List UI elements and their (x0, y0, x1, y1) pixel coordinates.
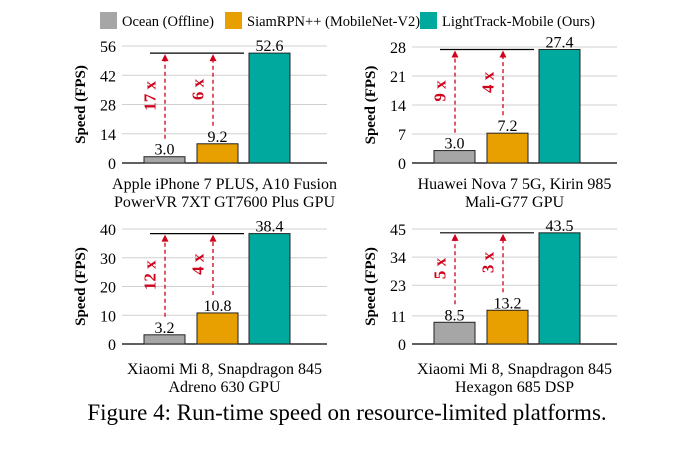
y-tick-label: 0 (108, 156, 116, 173)
device-label: Hexagon 685 DSP (455, 379, 574, 396)
speedup-label: 12 x (141, 260, 160, 290)
speedup-label: 3 x (479, 251, 498, 273)
arrowhead-icon (209, 54, 217, 62)
legend-swatch (225, 12, 242, 29)
y-tick-label: 0 (398, 156, 406, 173)
arrowhead-icon (161, 234, 169, 242)
bar-value-label: 43.5 (546, 218, 574, 235)
bar (143, 156, 186, 164)
bar (196, 312, 239, 345)
legend-swatch (420, 12, 437, 29)
bar (538, 48, 581, 164)
y-axis-label: Speed (FPS) (363, 247, 379, 326)
legend-label: SiamRPN++ (MobileNet-V2) (247, 14, 420, 30)
y-tick-label: 40 (100, 222, 116, 239)
y-tick-label: 14 (100, 127, 116, 144)
bar (248, 52, 291, 164)
legend-swatch (100, 12, 117, 29)
device-label: Mali-G77 GPU (465, 194, 565, 211)
y-tick-label: 42 (100, 68, 116, 85)
bar-value-label: 10.8 (204, 298, 232, 315)
bar-value-label: 9.2 (208, 129, 228, 146)
arrowhead-icon (209, 234, 217, 242)
device-label: Xiaomi Mi 8, Snapdragon 845 (127, 361, 322, 378)
y-tick-label: 28 (100, 98, 116, 115)
chart-panel: 0 11 23 34 45 Speed (FPS) 8.5 13.2 43.5 5 x 3 x Xia… (363, 218, 617, 396)
chart-panel: 0 14 28 42 56 Speed (FPS) 3.0 9.2 52.6 17 x 6 x App… (73, 38, 337, 211)
arrowhead-icon (161, 54, 169, 62)
y-tick-label: 14 (390, 98, 406, 115)
y-axis-label: Speed (FPS) (73, 65, 89, 144)
arrowhead-icon (451, 50, 459, 58)
bar (486, 132, 529, 164)
device-label: PowerVR 7XT GT7600 Plus GPU (114, 194, 336, 211)
y-axis-label: Speed (FPS) (363, 66, 379, 145)
speedup-label: 4 x (479, 71, 498, 93)
y-tick-label: 28 (390, 40, 406, 57)
y-tick-label: 10 (100, 308, 116, 325)
arrowhead-icon (451, 233, 459, 241)
device-label: Apple iPhone 7 PLUS, A10 Fusion (112, 176, 337, 193)
bar-value-label: 27.4 (546, 34, 574, 51)
bar (143, 334, 186, 345)
bar (433, 150, 476, 164)
y-tick-label: 23 (390, 278, 406, 295)
bar (433, 321, 476, 345)
device-label: Xiaomi Mi 8, Snapdragon 845 (417, 361, 612, 378)
speedup-label: 9 x (431, 80, 450, 102)
bar-value-label: 52.6 (256, 38, 284, 55)
bar-value-label: 3.0 (445, 136, 465, 153)
speedup-label: 6 x (189, 78, 208, 100)
legend: Ocean (Offline) SiamRPN++ (MobileNet-V2) L… (100, 12, 595, 30)
chart-panel: 0 10 20 30 40 Speed (FPS) 3.2 10.8 38.4 12 x 4 x Xi… (73, 219, 327, 396)
legend-label: LightTrack-Mobile (Ours) (442, 14, 595, 30)
y-tick-label: 11 (391, 309, 406, 326)
bar (248, 233, 291, 345)
legend-label: Ocean (Offline) (122, 14, 214, 30)
y-tick-label: 0 (108, 337, 116, 354)
y-tick-label: 20 (100, 280, 116, 297)
y-tick-label: 21 (390, 69, 406, 86)
bar-value-label: 3.2 (155, 320, 175, 337)
speedup-label: 5 x (431, 257, 450, 279)
arrowhead-icon (499, 50, 507, 58)
bar-value-label: 7.2 (498, 118, 518, 135)
y-tick-label: 34 (390, 250, 406, 267)
bar (538, 232, 581, 345)
bar (196, 143, 239, 164)
bar-value-label: 38.4 (256, 219, 284, 236)
y-tick-label: 30 (100, 251, 116, 268)
y-tick-label: 56 (100, 39, 116, 56)
y-tick-label: 0 (398, 337, 406, 354)
bar-value-label: 3.0 (155, 142, 175, 159)
device-label: Adreno 630 GPU (169, 379, 281, 396)
figure-caption: Figure 4: Run-time speed on resource-lim… (87, 400, 606, 425)
speedup-label: 17 x (141, 81, 160, 111)
arrowhead-icon (499, 233, 507, 241)
bar (486, 309, 529, 345)
chart-panel: 0 7 14 21 28 Speed (FPS) 3.0 7.2 27.4 9 x 4 x Huawe… (363, 34, 617, 211)
speedup-label: 4 x (189, 253, 208, 275)
device-label: Huawei Nova 7 5G, Kirin 985 (418, 176, 612, 193)
bar-value-label: 13.2 (494, 295, 522, 312)
y-axis-label: Speed (FPS) (73, 247, 89, 326)
y-tick-label: 45 (390, 222, 406, 239)
y-tick-label: 7 (398, 127, 406, 144)
chart-panels: 0 14 28 42 56 Speed (FPS) 3.0 9.2 52.6 17 x 6 x App… (73, 34, 617, 396)
bar-value-label: 8.5 (445, 307, 465, 324)
